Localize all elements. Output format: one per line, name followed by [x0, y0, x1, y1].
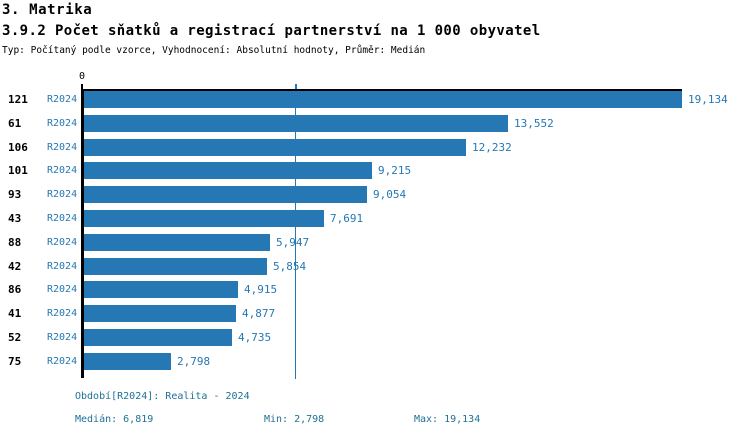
row-period-label: R2024 — [47, 118, 78, 129]
bar-value-label: 5,854 — [273, 260, 307, 273]
chart-row: 75 R2024 2,798 — [0, 353, 750, 370]
row-period-label: R2024 — [47, 237, 78, 248]
chart-subtitle: Typ: Počítaný podle vzorce, Vyhodnocení:… — [2, 45, 426, 56]
row-period-label: R2024 — [47, 356, 78, 367]
period-label: Období[R2024]: Realita - 2024 — [75, 391, 250, 402]
row-category-label: 86 — [8, 283, 22, 296]
row-category-label: 61 — [8, 117, 22, 130]
bar-value-label: 9,054 — [373, 188, 407, 201]
row-period-label: R2024 — [47, 332, 78, 343]
bar-value-label: 7,691 — [330, 212, 364, 225]
chart-row: 121 R2024 19,134 — [0, 91, 750, 108]
row-period-label: R2024 — [47, 142, 78, 153]
y-axis-line — [81, 89, 84, 378]
row-category-label: 106 — [8, 141, 28, 154]
bar[interactable] — [84, 281, 238, 298]
row-period-label: R2024 — [47, 189, 78, 200]
bar-value-label: 5,947 — [276, 236, 310, 249]
bar[interactable] — [84, 210, 324, 227]
chart-row: 42 R2024 5,854 — [0, 258, 750, 275]
chart-row: 41 R2024 4,877 — [0, 305, 750, 322]
section-title: 3. Matrika — [2, 2, 93, 18]
row-category-label: 52 — [8, 331, 22, 344]
bar[interactable] — [84, 139, 466, 156]
row-period-label: R2024 — [47, 165, 78, 176]
row-category-label: 93 — [8, 188, 22, 201]
chart-row: 106 R2024 12,232 — [0, 139, 750, 156]
median-stat-label: Medián: 6,819 — [75, 414, 154, 425]
median-axis-tick — [295, 84, 297, 89]
chart-row: 43 R2024 7,691 — [0, 210, 750, 227]
row-category-label: 75 — [8, 355, 22, 368]
bar[interactable] — [84, 162, 372, 179]
row-category-label: 41 — [8, 307, 22, 320]
row-period-label: R2024 — [47, 213, 78, 224]
row-category-label: 43 — [8, 212, 22, 225]
x-axis-zero-tick — [81, 84, 83, 89]
bar[interactable] — [84, 353, 171, 370]
bar-value-label: 4,735 — [238, 331, 272, 344]
chart-row: 52 R2024 4,735 — [0, 329, 750, 346]
row-period-label: R2024 — [47, 284, 78, 295]
row-period-label: R2024 — [47, 308, 78, 319]
bar-value-label: 12,232 — [472, 141, 512, 154]
bar[interactable] — [84, 329, 232, 346]
median-line — [295, 91, 296, 379]
row-category-label: 121 — [8, 93, 28, 106]
row-period-label: R2024 — [47, 94, 78, 105]
bar[interactable] — [84, 258, 267, 275]
bar[interactable] — [84, 305, 236, 322]
bar-value-label: 4,915 — [244, 283, 278, 296]
bar[interactable] — [84, 115, 508, 132]
bar-value-label: 2,798 — [177, 355, 211, 368]
x-axis-zero-label: 0 — [78, 71, 86, 82]
min-stat-label: Min: 2,798 — [264, 414, 325, 425]
chart-row: 101 R2024 9,215 — [0, 162, 750, 179]
chart-row: 93 R2024 9,054 — [0, 186, 750, 203]
row-period-label: R2024 — [47, 261, 78, 272]
bar-value-label: 4,877 — [242, 307, 276, 320]
row-category-label: 101 — [8, 164, 28, 177]
chart-row: 86 R2024 4,915 — [0, 281, 750, 298]
chart-row: 61 R2024 13,552 — [0, 115, 750, 132]
row-category-label: 42 — [8, 260, 22, 273]
bar[interactable] — [84, 234, 270, 251]
x-axis-line — [81, 89, 682, 91]
bar[interactable] — [84, 91, 682, 108]
bar-value-label: 19,134 — [688, 93, 728, 106]
bar-value-label: 13,552 — [514, 117, 554, 130]
max-stat-label: Max: 19,134 — [414, 414, 481, 425]
chart-title: 3.9.2 Počet sňatků a registrací partners… — [2, 23, 541, 39]
row-category-label: 88 — [8, 236, 22, 249]
chart-row: 88 R2024 5,947 — [0, 234, 750, 251]
bar-value-label: 9,215 — [378, 164, 412, 177]
bar[interactable] — [84, 186, 367, 203]
